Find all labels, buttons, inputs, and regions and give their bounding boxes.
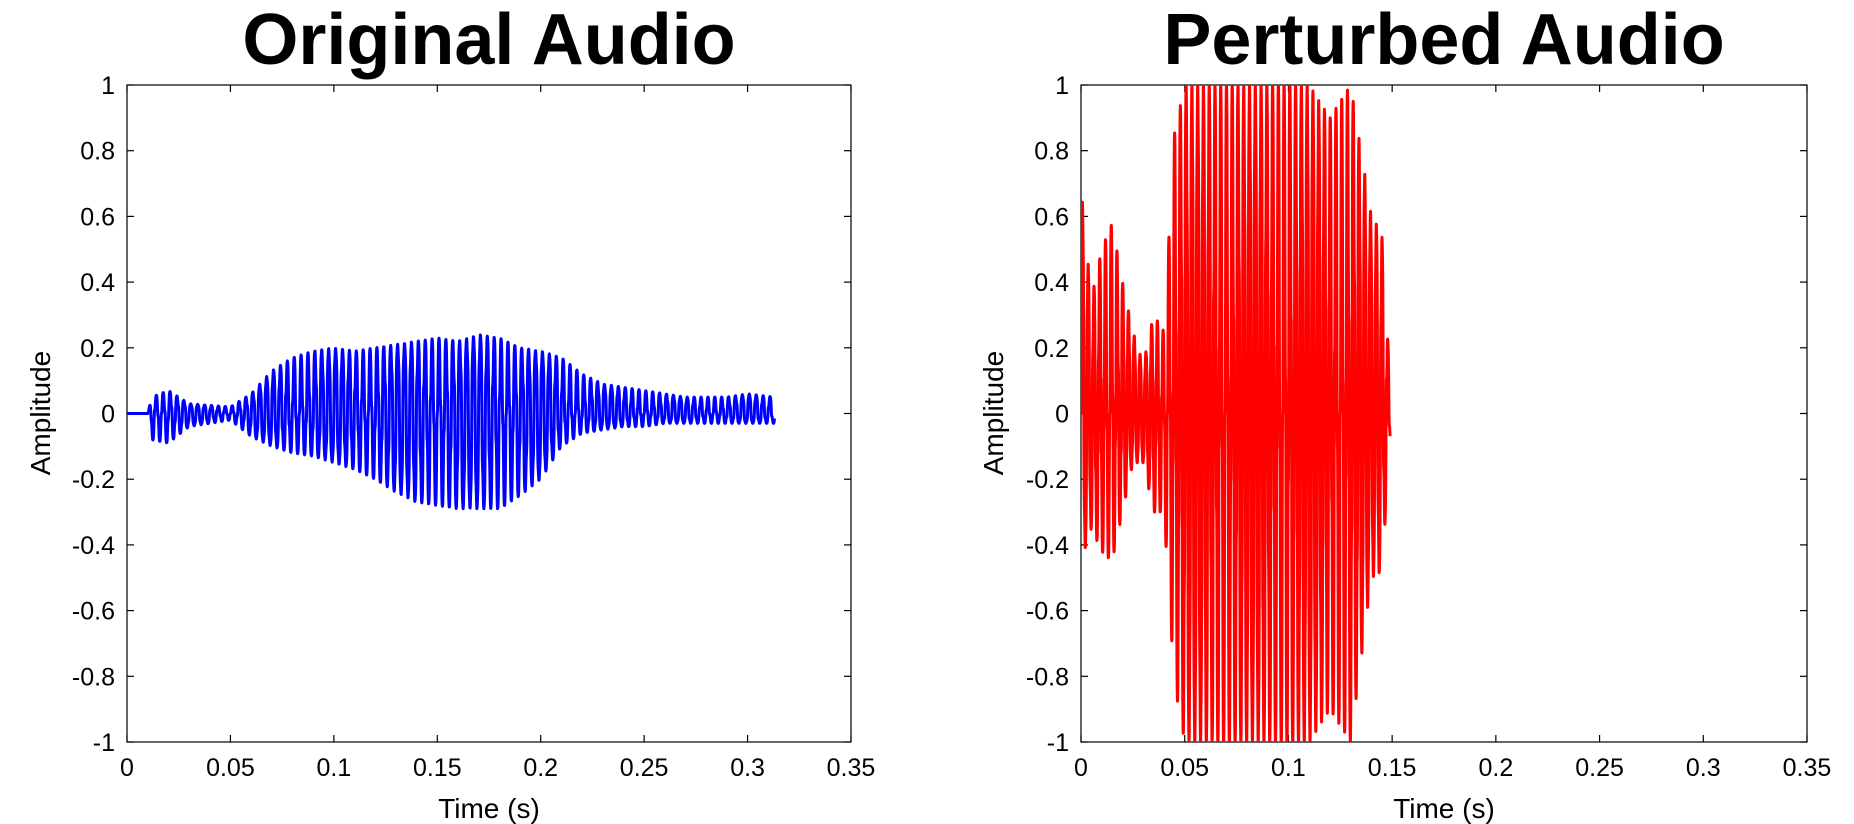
x-tick-label: 0.05 — [206, 754, 255, 782]
chart-title: Perturbed Audio — [1163, 0, 1724, 80]
y-tick-label: 0.2 — [1034, 335, 1069, 363]
x-tick-label: 0.15 — [413, 754, 462, 782]
x-tick-label: 0 — [120, 754, 134, 782]
x-tick-label: 0.35 — [827, 754, 876, 782]
x-tick-label: 0.1 — [316, 754, 351, 782]
x-tick-label: 0.2 — [523, 754, 558, 782]
y-tick-label: 0 — [1055, 401, 1069, 429]
x-axis-label: Time (s) — [1393, 793, 1495, 824]
x-tick-label: 0.1 — [1271, 754, 1306, 782]
waveform-perturbed — [1081, 85, 1392, 742]
y-tick-label: -0.4 — [72, 532, 115, 560]
x-tick-label: 0.3 — [1686, 754, 1721, 782]
x-tick-label: 0.25 — [620, 754, 669, 782]
y-axis-label: Amplitude — [978, 351, 1009, 476]
y-tick-label: 1 — [1055, 72, 1069, 100]
y-tick-label: -0.2 — [1026, 466, 1069, 494]
y-tick-label: 1 — [101, 72, 115, 100]
x-tick-label: 0.25 — [1575, 754, 1624, 782]
y-tick-label: 0.6 — [1034, 203, 1069, 231]
x-axis-label: Time (s) — [438, 793, 540, 824]
y-tick-label: -0.8 — [72, 663, 115, 691]
y-tick-label: -0.2 — [72, 466, 115, 494]
waveform-original — [127, 333, 776, 511]
y-tick-label: -0.6 — [1026, 598, 1069, 626]
chart-title: Original Audio — [242, 0, 735, 80]
y-tick-label: -0.6 — [72, 598, 115, 626]
x-tick-label: 0.3 — [730, 754, 765, 782]
y-tick-label: 0.8 — [80, 138, 115, 166]
x-tick-label: 0.15 — [1368, 754, 1417, 782]
y-tick-label: 0.6 — [80, 203, 115, 231]
chart-perturbed-audio: 0 0.05 0.1 0.15 0.2 0.25 0.3 0.35 1 0.8 0.6 0.4 0.2 0… — [978, 0, 1831, 824]
y-tick-label: -0.4 — [1026, 532, 1069, 560]
axis-ticks: 0 0.05 0.1 0.15 0.2 0.25 0.3 0.35 1 0.8 0.6 0.4 0.2 0… — [72, 72, 875, 782]
y-axis-label: Amplitude — [25, 351, 56, 476]
x-tick-label: 0 — [1074, 754, 1088, 782]
x-tick-label: 0.2 — [1478, 754, 1513, 782]
y-tick-label: 0.4 — [1034, 269, 1069, 297]
x-tick-label: 0.05 — [1160, 754, 1209, 782]
y-tick-label: 0.4 — [80, 269, 115, 297]
x-tick-label: 0.35 — [1783, 754, 1832, 782]
y-tick-label: 0 — [101, 401, 115, 429]
y-tick-label: 0.2 — [80, 335, 115, 363]
chart-original-audio: 0 0.05 0.1 0.15 0.2 0.25 0.3 0.35 1 0.8 0.6 0.4 0.2 0… — [25, 0, 875, 824]
axis-ticks: 0 0.05 0.1 0.15 0.2 0.25 0.3 0.35 1 0.8 0.6 0.4 0.2 0… — [1026, 72, 1831, 782]
y-tick-label: -1 — [1047, 729, 1069, 757]
y-tick-label: 0.8 — [1034, 138, 1069, 166]
y-tick-label: -0.8 — [1026, 663, 1069, 691]
y-tick-label: -1 — [93, 729, 115, 757]
